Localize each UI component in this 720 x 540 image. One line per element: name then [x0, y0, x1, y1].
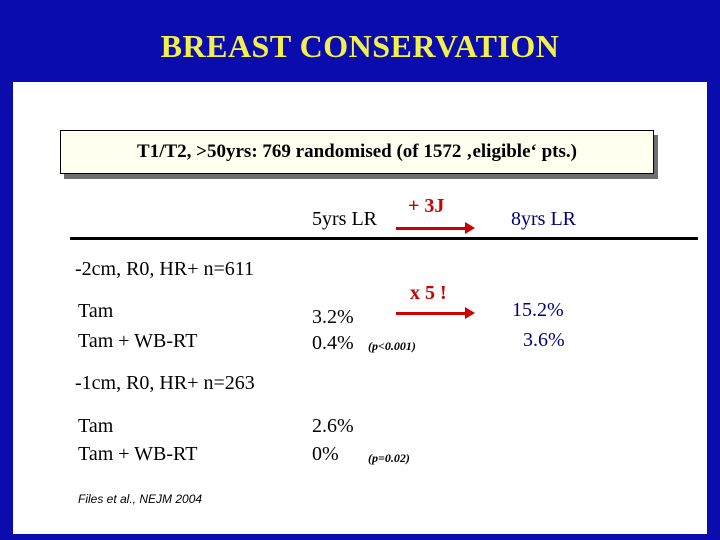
value-8yr-tam-wbrt: 3.6% [523, 329, 565, 351]
row-label-tam: Tam [78, 415, 114, 437]
group-header-2cm: -2cm, R0, HR+ n=611 [75, 258, 255, 280]
arrow-label-plus-3j: + 3J [408, 195, 445, 217]
value-8yr-tam: 15.2% [512, 299, 564, 321]
p-value-group-1cm: (p=0.02) [368, 451, 410, 465]
group-header-1cm: -1cm, R0, HR+ n=263 [75, 372, 255, 394]
p-value-group-2cm: (p<0.001) [368, 339, 416, 353]
row-label-tam: Tam [78, 300, 114, 322]
arrow-label-x5: x 5 ! [410, 282, 447, 304]
study-summary-box: T1/T2, >50yrs: 769 randomised (of 1572 ‚… [60, 130, 654, 174]
value-5yr-tam: 3.2% [312, 306, 354, 328]
slide-title: BREAST CONSERVATION [160, 28, 560, 64]
citation: Files et al., NEJM 2004 [78, 492, 203, 506]
study-summary-text: T1/T2, >50yrs: 769 randomised (of 1572 ‚… [137, 141, 577, 162]
table-divider [70, 237, 698, 240]
col-header-8yrs-lr: 8yrs LR [511, 208, 576, 230]
arrow-right-icon [396, 307, 475, 319]
row-label-tam-wbrt: Tam + WB-RT [78, 443, 198, 465]
value-5yr-tam-wbrt: 0% [312, 443, 339, 465]
arrow-right-icon [396, 222, 475, 234]
value-5yr-tam-wbrt: 0.4% [312, 332, 354, 354]
row-label-tam-wbrt: Tam + WB-RT [78, 330, 198, 352]
value-5yr-tam: 2.6% [312, 415, 354, 437]
col-header-5yrs-lr: 5yrs LR [312, 208, 377, 230]
